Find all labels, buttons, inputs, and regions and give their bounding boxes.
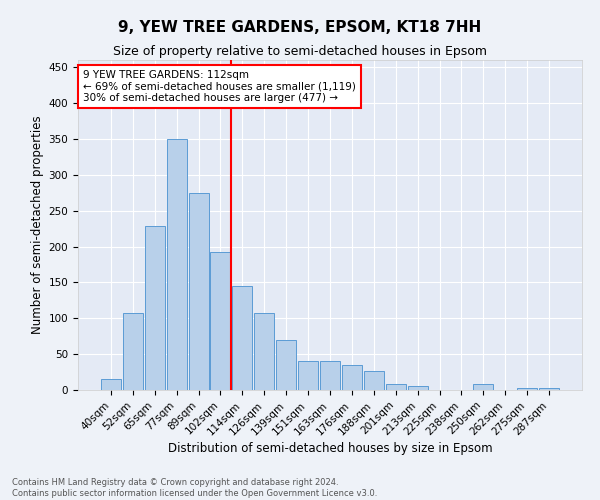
Bar (211, 252, 230, 390)
Bar (276, 340, 296, 390)
Bar (517, 388, 537, 390)
Y-axis label: Number of semi-detached properties: Number of semi-detached properties (31, 116, 44, 334)
X-axis label: Distribution of semi-detached houses by size in Epsom: Distribution of semi-detached houses by … (167, 442, 493, 455)
Bar (407, 386, 428, 390)
Bar (145, 226, 165, 390)
Bar (342, 365, 362, 390)
Bar (364, 372, 384, 390)
Text: 9, YEW TREE GARDENS, EPSOM, KT18 7HH: 9, YEW TREE GARDENS, EPSOM, KT18 7HH (118, 20, 482, 35)
Text: Contains HM Land Registry data © Crown copyright and database right 2024.
Contai: Contains HM Land Registry data © Crown c… (12, 478, 377, 498)
Bar (101, 379, 121, 390)
Bar (320, 362, 340, 390)
Bar (232, 286, 253, 390)
Bar (123, 312, 143, 390)
Bar (167, 139, 187, 390)
Bar (298, 362, 318, 390)
Bar (254, 312, 274, 390)
Bar (539, 388, 559, 390)
Bar (473, 384, 493, 390)
Bar (188, 192, 209, 390)
Text: Size of property relative to semi-detached houses in Epsom: Size of property relative to semi-detach… (113, 45, 487, 58)
Bar (386, 384, 406, 390)
Text: 9 YEW TREE GARDENS: 112sqm
← 69% of semi-detached houses are smaller (1,119)
30%: 9 YEW TREE GARDENS: 112sqm ← 69% of semi… (83, 70, 356, 103)
